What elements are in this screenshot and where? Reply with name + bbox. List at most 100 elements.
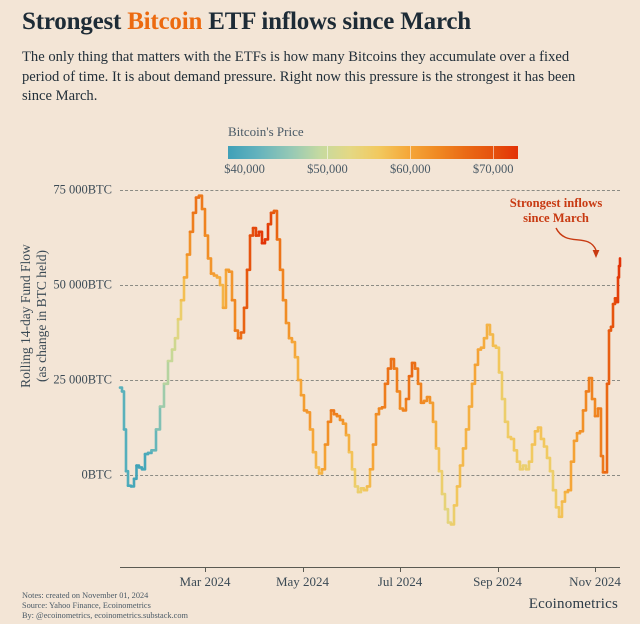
line-segment: [603, 382, 609, 474]
line-segment: [536, 426, 543, 441]
line-segment: [596, 407, 603, 458]
line-segment: [401, 397, 408, 412]
legend-tick: [410, 146, 412, 159]
line-segment: [386, 357, 393, 370]
gridline: [120, 380, 620, 381]
line-segment: [305, 411, 312, 431]
legend-tick: [493, 146, 495, 159]
line-segment: [166, 348, 174, 363]
line-segment: [587, 376, 594, 401]
line-segment: [140, 452, 147, 471]
line-segment: [162, 359, 170, 386]
line-segment: [452, 485, 459, 507]
line-segment: [326, 409, 333, 424]
line-segment: [275, 238, 282, 272]
line-segment: [197, 194, 204, 211]
x-axis-tick-label: Nov 2024: [569, 574, 621, 589]
legend-tick-labels: $40,000 $50,000 $60,000 $70,000: [0, 162, 640, 180]
line-segment: [413, 367, 420, 386]
line-segment: [389, 357, 396, 370]
line-segment: [497, 371, 504, 401]
legend-color-bar: [228, 146, 518, 159]
x-axis-tick-label: Mar 2024: [179, 574, 231, 589]
line-segment: [200, 207, 207, 237]
line-segment: [120, 390, 126, 431]
legend-tick-label: $50,000: [307, 162, 348, 176]
line-segment: [554, 506, 561, 519]
line-segment: [395, 390, 402, 410]
line-segment: [284, 321, 291, 340]
line-segment: [320, 443, 327, 471]
line-segment: [515, 460, 522, 471]
line-segment: [467, 382, 474, 408]
line-segment: [572, 431, 579, 443]
line-segment: [278, 268, 285, 302]
line-segment: [122, 428, 128, 473]
line-segment: [503, 420, 510, 439]
line-segment: [551, 488, 558, 509]
line-segment: [473, 348, 480, 367]
line-segment: [371, 412, 378, 446]
line-segment: [425, 395, 432, 405]
line-segment: [350, 468, 357, 488]
gridline: [120, 190, 620, 191]
page-title: Strongest Bitcoin ETF inflows since Marc…: [22, 8, 471, 36]
line-segment: [560, 490, 567, 503]
line-segment: [494, 346, 501, 374]
line-segment: [455, 464, 462, 488]
x-axis-line: [120, 567, 620, 568]
line-segment: [150, 428, 158, 452]
legend-title: Bitcoin's Price: [228, 124, 304, 139]
line-segment: [482, 323, 489, 340]
title-prefix: Strongest: [22, 8, 128, 35]
annotation-line1: Strongest inflows: [509, 196, 603, 210]
line-segment: [323, 420, 330, 446]
line-segment: [616, 264, 621, 279]
line-segment: [154, 405, 162, 431]
line-segment: [308, 428, 315, 454]
annotation-strongest-inflows: Strongest inflows since March: [496, 196, 616, 225]
line-segment: [392, 367, 399, 393]
line-segment: [344, 433, 351, 454]
line-segment: [566, 460, 573, 492]
line-segment: [410, 361, 417, 370]
line-segment: [578, 409, 585, 433]
line-segment: [437, 469, 444, 496]
legend-tick-label: $40,000: [224, 162, 265, 176]
line-segment: [464, 405, 471, 431]
line-segment: [266, 211, 273, 226]
legend-tick-label: $70,000: [472, 162, 514, 176]
line-segment: [129, 477, 136, 488]
footer-note-author: By: @ecoinometrics, ecoinometrics.substa…: [22, 611, 188, 621]
line-segment: [428, 401, 435, 424]
line-segment: [242, 268, 249, 310]
line-segment: [479, 336, 486, 349]
line-segment: [239, 306, 246, 334]
line-segment: [542, 445, 549, 460]
line-segment: [215, 276, 222, 287]
subtitle: The only thing that matters with the ETF…: [22, 49, 576, 104]
line-segment: [245, 234, 252, 272]
line-segment: [341, 422, 348, 437]
line-segment: [434, 447, 441, 473]
line-segment: [404, 374, 411, 401]
line-segment: [203, 234, 210, 260]
line-segment: [191, 196, 198, 215]
line-segment: [584, 376, 591, 393]
gridline: [120, 285, 620, 286]
line-segment: [383, 367, 390, 386]
line-segment: [233, 329, 240, 340]
title-highlight: Bitcoin: [127, 8, 203, 35]
line-segment: [179, 276, 186, 302]
line-segment: [485, 323, 492, 336]
line-segment: [353, 485, 360, 494]
line-segment: [557, 500, 564, 519]
line-segment: [431, 420, 438, 450]
line-segment: [185, 230, 192, 256]
line-segment: [347, 450, 354, 471]
line-segment: [440, 492, 447, 511]
x-axis-tick-label: Jul 2024: [377, 574, 423, 589]
annotation-line2: since March: [523, 210, 589, 225]
x-axis-tick: [400, 567, 401, 572]
